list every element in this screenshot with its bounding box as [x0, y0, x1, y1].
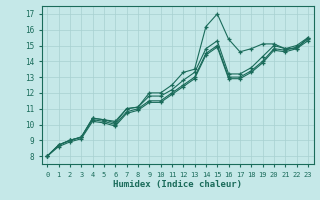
X-axis label: Humidex (Indice chaleur): Humidex (Indice chaleur): [113, 180, 242, 189]
